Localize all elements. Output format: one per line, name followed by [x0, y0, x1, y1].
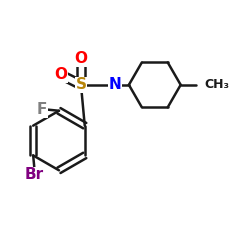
- Text: S: S: [76, 77, 86, 92]
- Text: N: N: [108, 77, 121, 92]
- Text: O: O: [54, 67, 67, 82]
- Text: F: F: [37, 102, 47, 117]
- Text: O: O: [74, 52, 88, 66]
- Text: Br: Br: [25, 167, 44, 182]
- Text: CH₃: CH₃: [204, 78, 230, 91]
